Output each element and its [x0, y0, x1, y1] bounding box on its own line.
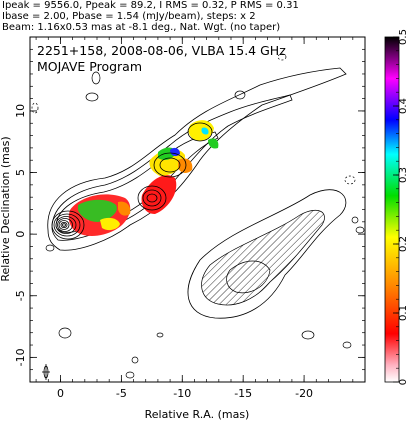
colorbar-ticks: 0 0.1 0.2 0.3 0.4 0.5 [393, 29, 409, 385]
pol-patch-mid-red [141, 175, 177, 214]
y-axis-label: Relative Declination (mas) [0, 136, 12, 281]
header-line-1: Ipeak = 9556.0, Ppeak = 89.2, I RMS = 0.… [2, 0, 299, 11]
colorbar-tick-label: 0.2 [398, 236, 409, 252]
y-tick-label: -5 [14, 290, 27, 301]
pol-patch-tip-green [208, 138, 219, 149]
colorbar-tick-label: 0.5 [398, 29, 409, 45]
jet-contour-outer [47, 67, 347, 251]
knot-contours [137, 122, 213, 211]
plot-title-line-2: MOJAVE Program [37, 59, 142, 74]
pol-patch-outer-cyan [201, 127, 209, 135]
x-tick-label: 0 [57, 387, 64, 400]
colorbar-tick-label: 0.1 [398, 305, 409, 321]
x-axis-ticks: 0 -5 -10 -15 -20 [35, 37, 366, 400]
y-tick-label: -10 [14, 348, 27, 366]
plot-title-line-1: 2251+158, 2008-08-06, VLBA 15.4 GHz [37, 43, 286, 58]
pol-patch-core-green [78, 199, 117, 222]
header-line-2: Ibase = 2.00, Pbase = 1.54 (mJy/beam), s… [2, 11, 256, 22]
y-tick-label: 0 [14, 231, 27, 238]
header-line-3: Beam: 1.16x0.53 mas at -8.1 deg., Nat. W… [2, 22, 281, 33]
colorbar-tick-label: 0.4 [398, 98, 409, 114]
x-tick-label: -10 [173, 387, 191, 400]
y-tick-label: 10 [14, 104, 27, 118]
colorbar-tick-label: 0 [398, 379, 409, 385]
x-tick-label: -15 [234, 387, 252, 400]
southern-lobe-core [226, 260, 271, 294]
pol-patch-core-yellow [100, 217, 120, 231]
y-tick-label: 5 [14, 169, 27, 176]
x-tick-label: -20 [295, 387, 313, 400]
southern-lobe-inner [201, 209, 325, 306]
pol-patch-mid-orange [178, 158, 193, 173]
map-content [31, 53, 365, 380]
x-tick-label: -5 [116, 387, 127, 400]
pol-patch-core-orange [118, 201, 131, 216]
jet-contour-3 [55, 131, 219, 233]
colorbar-tick-label: 0.3 [398, 167, 409, 183]
core-contours [51, 210, 85, 240]
x-axis-label: Relative R.A. (mas) [145, 408, 250, 421]
noise-contours [31, 53, 365, 379]
y-axis-ticks: 10 5 0 -5 -10 [14, 36, 365, 383]
colorbar [384, 36, 400, 383]
southern-lobe-outline [187, 189, 347, 319]
